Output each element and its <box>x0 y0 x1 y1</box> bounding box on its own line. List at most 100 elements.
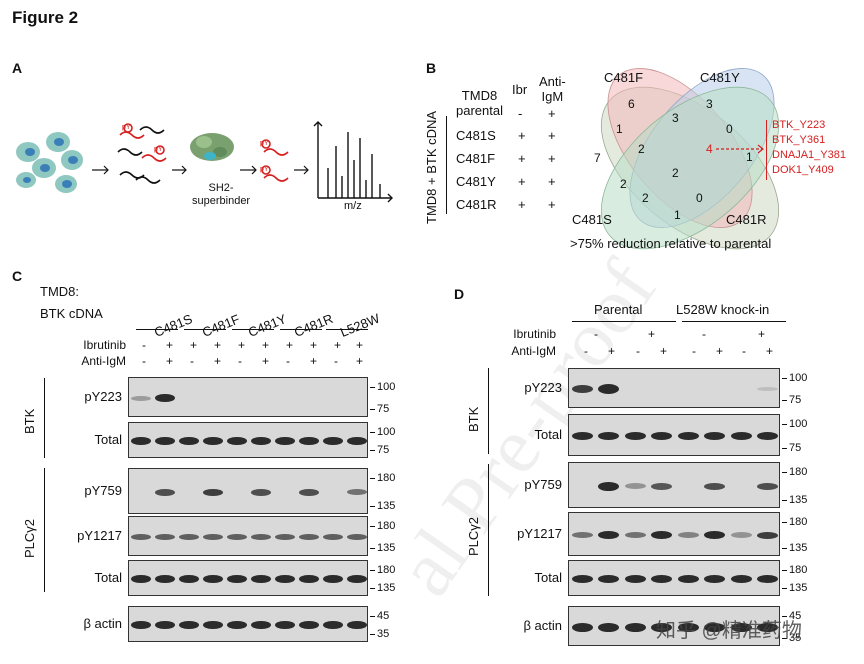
marker-tick <box>370 616 375 617</box>
blot-band <box>203 534 223 540</box>
mz-axis-label: m/z <box>344 200 362 212</box>
blot-strip <box>568 560 780 596</box>
marker-label: 135 <box>789 582 808 594</box>
marker-tick <box>782 472 787 473</box>
anti-igm-sign: - <box>286 354 290 368</box>
blot-band <box>203 621 223 629</box>
marker-tick <box>370 506 375 507</box>
marker-tick <box>370 409 375 410</box>
ibrutinib-sign: + <box>334 338 342 352</box>
blot-band <box>347 489 367 495</box>
marker-label: 35 <box>789 632 802 644</box>
marker-label: 180 <box>789 466 808 478</box>
venn-count: 2 <box>620 177 627 191</box>
blot-band <box>299 621 319 629</box>
blot-band <box>179 534 199 540</box>
venn-caption: >75% reduction relative to parental <box>570 236 772 251</box>
blot-band <box>347 437 367 445</box>
table-header-ibr: Ibr <box>512 82 528 97</box>
cell-line-label: TMD8: <box>40 284 79 299</box>
venn-count: 1 <box>746 150 753 164</box>
blot-band <box>155 534 175 540</box>
blot-band <box>203 488 223 496</box>
anti-igm-sign: - <box>190 354 194 368</box>
marker-label: 45 <box>789 610 802 622</box>
marker-tick <box>782 548 787 549</box>
marker-tick <box>370 634 375 635</box>
blot-band <box>251 575 271 583</box>
blot-band <box>757 387 779 391</box>
table-row-ibr: + <box>518 151 526 166</box>
marker-tick <box>782 638 787 639</box>
table-row-group-label: TMD8 + BTK cDNA <box>424 110 439 224</box>
group-underline <box>232 329 274 330</box>
marker-tick <box>782 500 787 501</box>
anti-igm-sign: + <box>214 354 222 368</box>
venn-count: 1 <box>616 122 623 136</box>
py-label: pY <box>260 140 269 147</box>
highlight-sites-list: BTK_Y223 BTK_Y361 DNAJA1_Y381 DOK1_Y409 <box>772 119 846 176</box>
marker-tick <box>782 400 787 401</box>
blot-band <box>131 575 151 583</box>
table-row-ibr: + <box>518 128 526 143</box>
py-label: pY <box>154 146 163 153</box>
marker-label: 100 <box>377 381 396 393</box>
marker-label: 100 <box>377 426 396 438</box>
panel-a-label: A <box>12 60 23 76</box>
group-label: L528W knock-in <box>676 302 770 317</box>
marker-tick <box>782 588 787 589</box>
blot-band <box>131 621 151 629</box>
table-row-anti: + <box>548 128 556 143</box>
marker-tick <box>782 424 787 425</box>
ibrutinib-sign: + <box>758 327 766 341</box>
table-row-name: C481S <box>456 128 496 143</box>
figure-title: Figure 2 <box>12 8 79 27</box>
anti-igm-sign: + <box>660 344 668 358</box>
anti-igm-sign: + <box>716 344 724 358</box>
group-underline <box>136 329 178 330</box>
blot-band <box>571 432 593 440</box>
blot-band <box>227 534 247 540</box>
blot-strip <box>568 414 780 456</box>
anti-igm-sign: - <box>238 354 242 368</box>
blot-band <box>155 437 175 445</box>
highlight-dashed-arrow <box>716 144 764 154</box>
blot-row-label: pY1217 <box>77 528 122 543</box>
plc-bracket <box>488 464 489 596</box>
blot-band <box>251 488 271 496</box>
blot-band <box>704 575 726 583</box>
plc-group-label: PLCγ2 <box>466 516 481 556</box>
ibrutinib-row-label: Ibrutinib <box>513 327 556 341</box>
marker-label: 135 <box>377 542 396 554</box>
ibrutinib-row-label: Ibrutinib <box>83 338 126 352</box>
venn-count: 0 <box>696 191 703 205</box>
arrow-right-icon <box>92 165 109 175</box>
blot-band <box>179 575 199 583</box>
blot-band <box>299 488 319 496</box>
blot-strip <box>568 606 780 646</box>
marker-tick <box>370 588 375 589</box>
panel-a-workflow <box>16 121 393 203</box>
marker-tick <box>370 548 375 549</box>
blot-band <box>598 575 620 583</box>
anti-igm-sign: + <box>166 354 174 368</box>
marker-label: 180 <box>789 564 808 576</box>
blot-band <box>299 575 319 583</box>
blot-band <box>203 575 223 583</box>
group-label: C481Y <box>246 311 289 340</box>
marker-tick <box>782 522 787 523</box>
venn-count: 6 <box>628 97 635 111</box>
blot-band <box>251 621 271 629</box>
ibrutinib-sign: + <box>648 327 656 341</box>
panel-c-label: C <box>12 268 23 284</box>
highlight-bracket <box>766 120 767 180</box>
table-row-ibr: + <box>518 174 526 189</box>
sh2-superbinder-label: SH2- superbinder <box>192 182 251 207</box>
blot-band <box>275 621 295 629</box>
blot-band <box>227 621 247 629</box>
group-underline <box>326 329 368 330</box>
blot-band <box>677 575 699 583</box>
marker-tick <box>782 570 787 571</box>
ibrutinib-sign: - <box>594 327 598 341</box>
venn-count: 2 <box>672 166 679 180</box>
